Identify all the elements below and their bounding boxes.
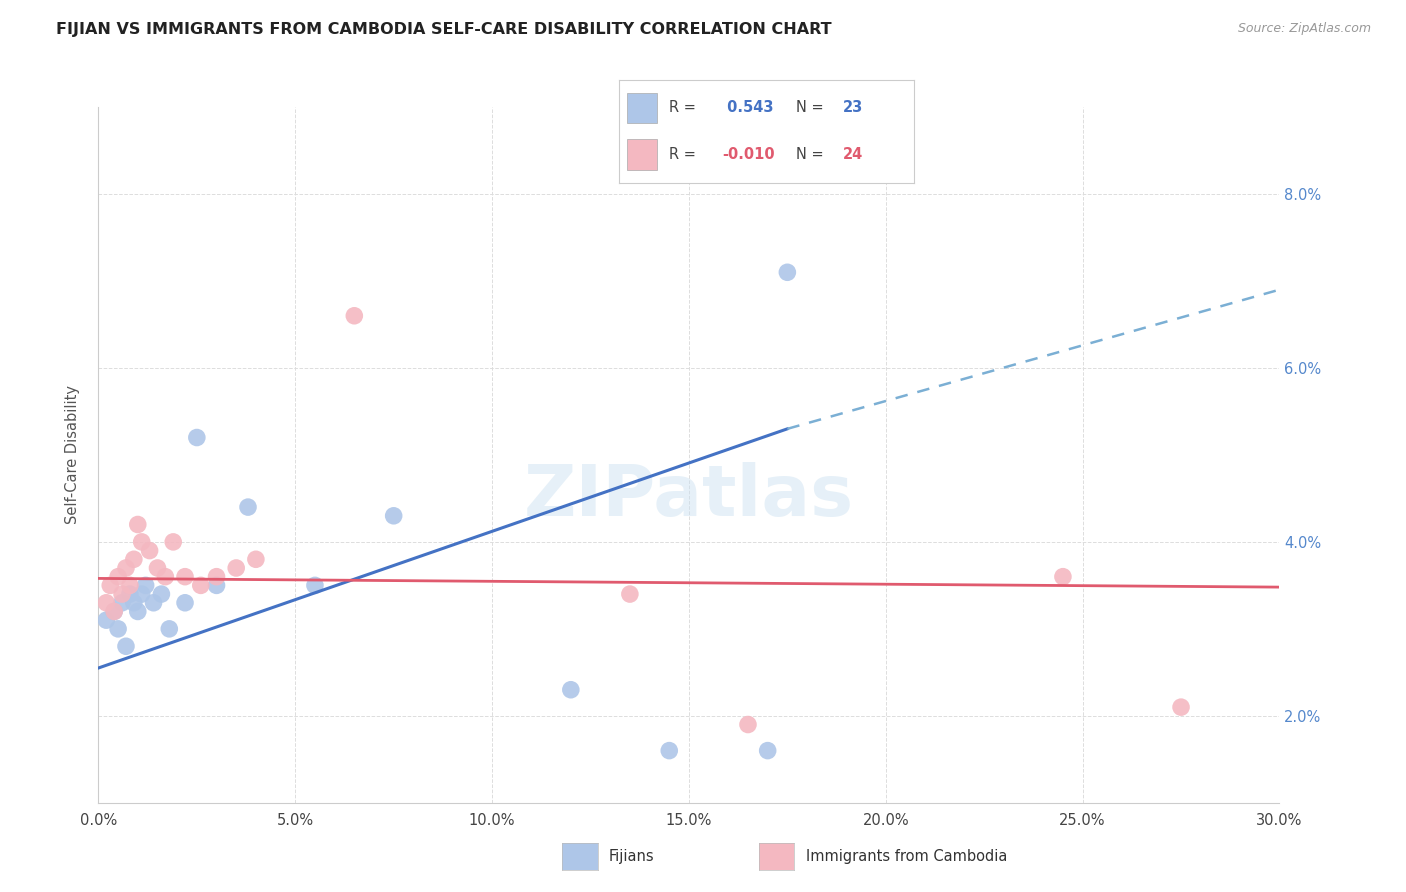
Point <box>1170 700 1192 714</box>
Point <box>111 596 134 610</box>
Point <box>155 570 177 584</box>
Point <box>1052 570 1074 584</box>
Point <box>115 561 138 575</box>
Bar <box>627 93 657 123</box>
Point <box>118 578 141 592</box>
Point <box>131 534 153 549</box>
Point <box>127 517 149 532</box>
Point <box>96 613 118 627</box>
Point <box>157 622 180 636</box>
Text: Immigrants from Cambodia: Immigrants from Cambodia <box>806 849 1007 863</box>
Text: -0.010: -0.010 <box>723 146 775 161</box>
Point <box>205 570 228 584</box>
Y-axis label: Self-Care Disability: Self-Care Disability <box>65 385 80 524</box>
Point <box>382 508 405 523</box>
Point <box>225 561 247 575</box>
Point <box>118 587 141 601</box>
Point <box>162 534 184 549</box>
Point <box>619 587 641 601</box>
Point <box>127 605 149 619</box>
Point <box>343 309 366 323</box>
Point <box>138 543 160 558</box>
Point <box>103 605 125 619</box>
Point <box>107 622 129 636</box>
Text: R =: R = <box>669 146 696 161</box>
Point <box>103 605 125 619</box>
Text: 0.543: 0.543 <box>723 101 773 115</box>
Point <box>174 596 197 610</box>
Point <box>122 552 145 566</box>
Text: N =: N = <box>796 146 824 161</box>
Point <box>190 578 212 592</box>
Text: 23: 23 <box>844 101 863 115</box>
Point <box>304 578 326 592</box>
Bar <box>627 139 657 169</box>
Text: FIJIAN VS IMMIGRANTS FROM CAMBODIA SELF-CARE DISABILITY CORRELATION CHART: FIJIAN VS IMMIGRANTS FROM CAMBODIA SELF-… <box>56 22 832 37</box>
Point <box>756 744 779 758</box>
Text: Source: ZipAtlas.com: Source: ZipAtlas.com <box>1237 22 1371 36</box>
Text: N =: N = <box>796 101 824 115</box>
Text: ZIPatlas: ZIPatlas <box>524 462 853 531</box>
Point <box>737 717 759 731</box>
Point <box>658 744 681 758</box>
Point <box>107 570 129 584</box>
Point <box>122 596 145 610</box>
Point <box>135 578 157 592</box>
Point <box>186 430 208 444</box>
Point <box>115 639 138 653</box>
Point <box>776 265 799 279</box>
Point <box>111 587 134 601</box>
Point <box>146 561 169 575</box>
Point <box>174 570 197 584</box>
Point <box>98 578 121 592</box>
Point <box>131 587 153 601</box>
Point <box>205 578 228 592</box>
Text: R =: R = <box>669 101 696 115</box>
Point <box>560 682 582 697</box>
Point <box>96 596 118 610</box>
Text: Fijians: Fijians <box>609 849 654 863</box>
Point <box>245 552 267 566</box>
Point <box>150 587 173 601</box>
Text: 24: 24 <box>844 146 863 161</box>
Point <box>236 500 259 514</box>
Point <box>142 596 165 610</box>
